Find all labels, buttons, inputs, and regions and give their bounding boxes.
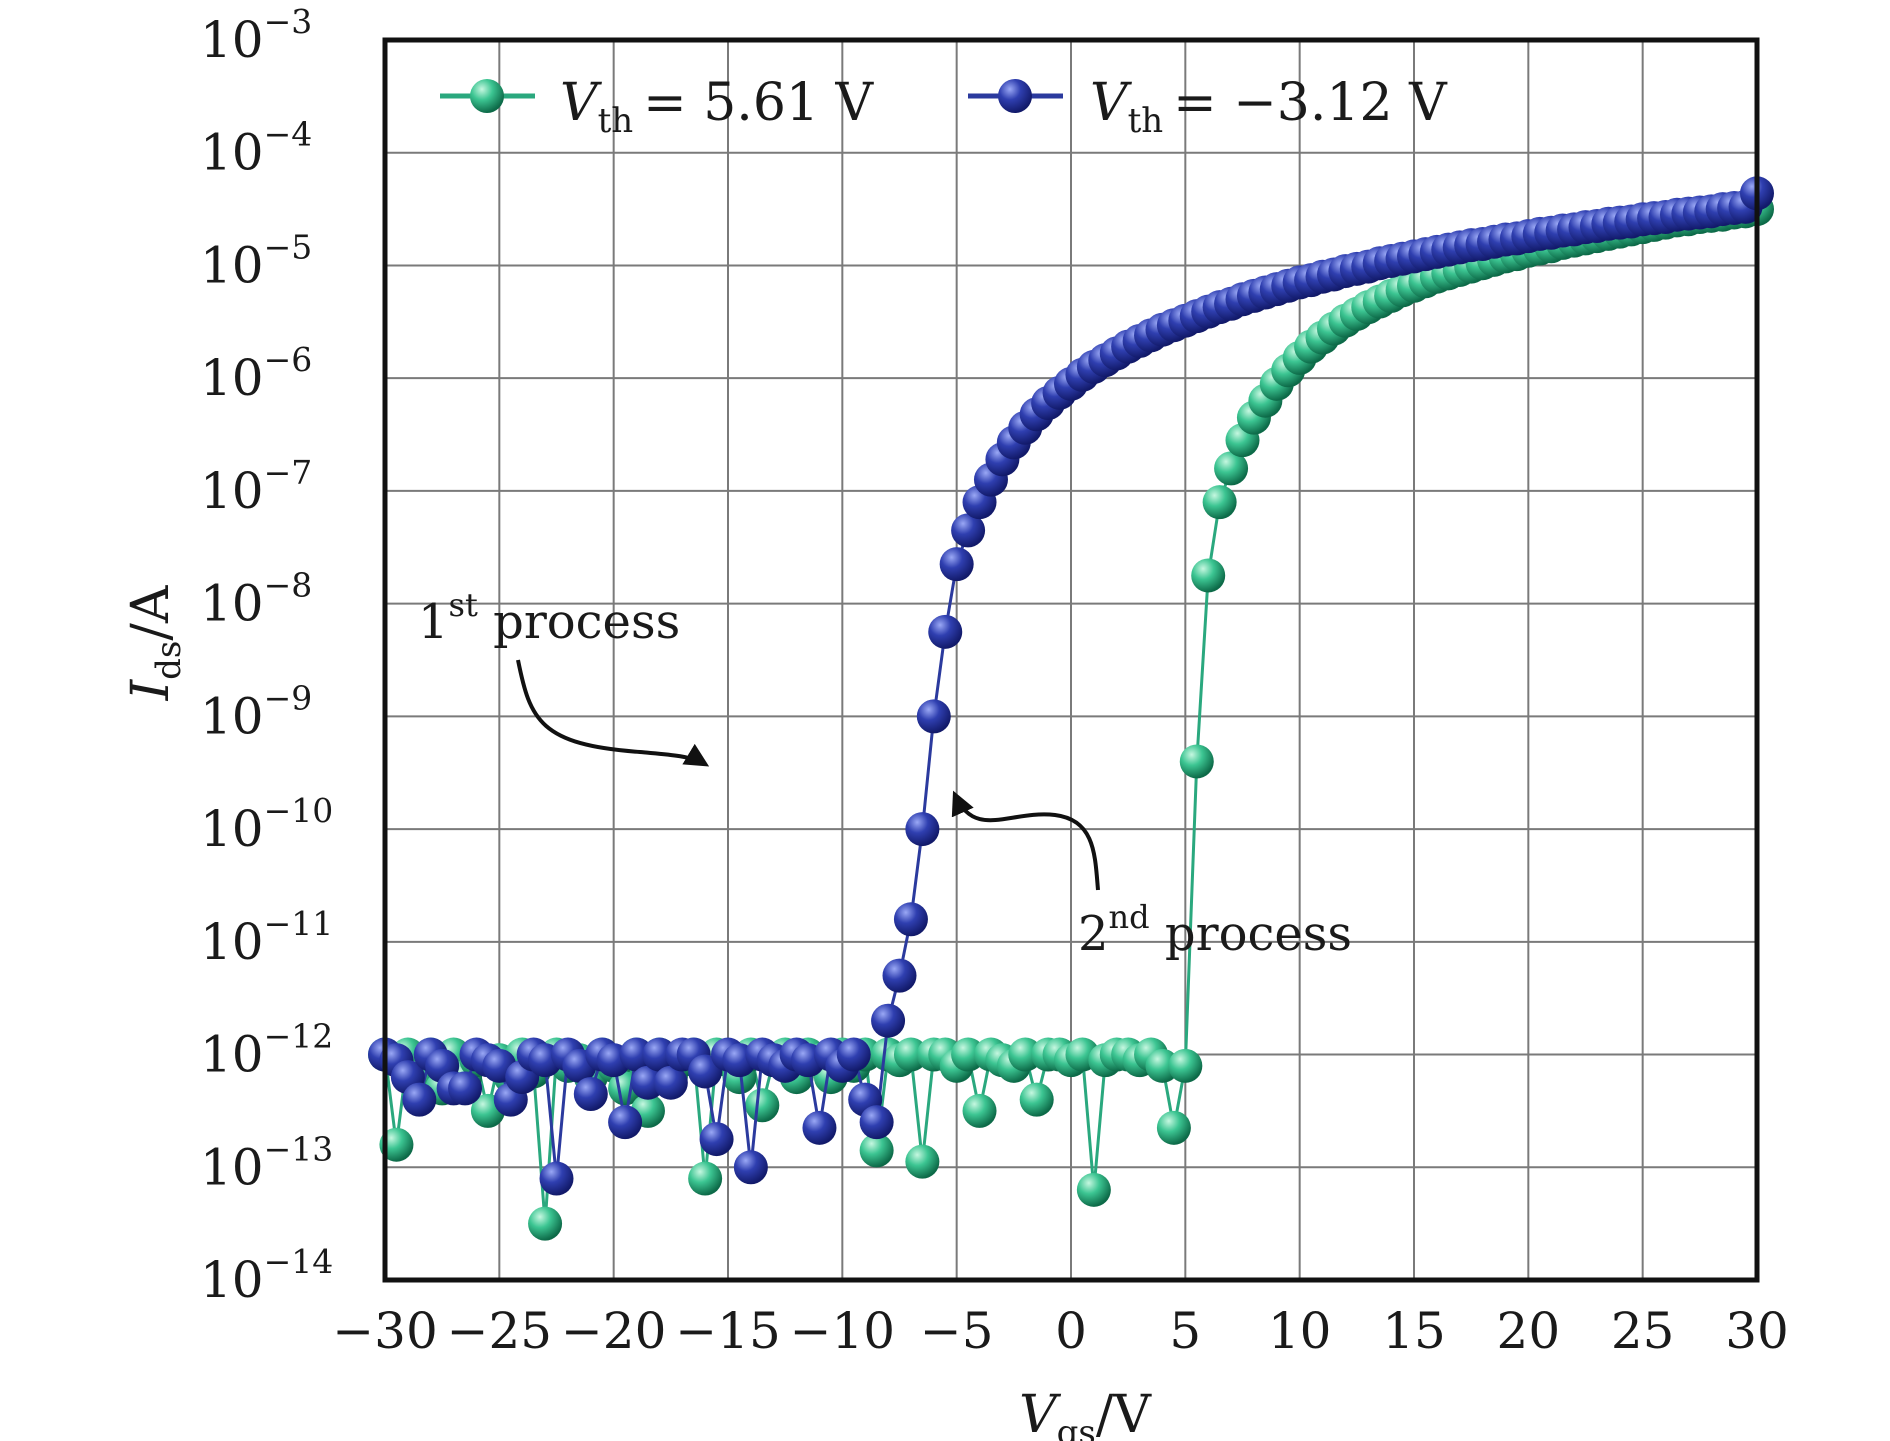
- x-tick-label: −30: [332, 1302, 438, 1360]
- legend-label-green: Vth = 5.61 V: [560, 73, 875, 141]
- x-tick-label: −10: [790, 1302, 896, 1360]
- data-point: [1156, 1110, 1191, 1145]
- data-point: [1202, 485, 1237, 520]
- x-tick-label: −5: [920, 1302, 994, 1360]
- data-point: [402, 1082, 437, 1117]
- data-point: [448, 1071, 483, 1106]
- data-point: [859, 1133, 894, 1168]
- plot-frame: [382, 37, 1760, 1283]
- x-tick-label: 5: [1169, 1302, 1201, 1360]
- y-tick-label: 10−11: [200, 904, 333, 971]
- data-point: [528, 1206, 563, 1241]
- annotation-first-process: 1st process: [418, 586, 680, 650]
- arrow-first-process: [516, 659, 710, 767]
- y-axis-label: Ids/A: [121, 584, 189, 701]
- data-point: [1179, 744, 1214, 779]
- y-tick-label: 10−9: [200, 678, 312, 745]
- data-point: [688, 1161, 723, 1196]
- y-axis-ticks: 10−14 10−13 10−12 10−11 10−10 10−9 10−8 10−7 10−…: [200, 2, 333, 1309]
- y-tick-label: 10−8: [200, 566, 312, 633]
- data-point: [699, 1122, 734, 1157]
- data-point: [928, 614, 963, 649]
- legend-label-blue: Vth = −3.12 V: [1090, 73, 1448, 141]
- data-point: [379, 1127, 414, 1162]
- x-tick-label: 25: [1611, 1302, 1675, 1360]
- data-point: [882, 958, 917, 993]
- y-tick-label: 10−12: [200, 1017, 333, 1084]
- data-point: [962, 1093, 997, 1128]
- x-tick-label: 15: [1382, 1302, 1446, 1360]
- x-axis-ticks: −30 −25 −20 −15 −10 −5 0 5 10 15 20 25 30: [332, 1302, 1789, 1360]
- data-point: [893, 902, 928, 937]
- x-tick-label: 30: [1725, 1302, 1789, 1360]
- series-1: [368, 176, 1774, 1196]
- data-point: [539, 1161, 574, 1196]
- legend-marker-blue: [998, 79, 1032, 113]
- data-point: [939, 547, 974, 582]
- x-tick-label: 0: [1055, 1302, 1087, 1360]
- y-tick-label: 10−5: [200, 227, 312, 294]
- x-axis-label: Vgs/V: [1019, 1385, 1152, 1441]
- data-point: [745, 1088, 780, 1123]
- data-point: [653, 1065, 688, 1100]
- data-point: [1019, 1082, 1054, 1117]
- annotation-second-process: 2nd process: [1078, 898, 1352, 962]
- legend-marker-green: [470, 79, 504, 113]
- x-tick-label: −20: [561, 1302, 667, 1360]
- data-point: [608, 1105, 643, 1140]
- data-point: [951, 513, 986, 548]
- data-point: [905, 1144, 940, 1179]
- data-point: [1191, 558, 1226, 593]
- x-tick-label: 20: [1497, 1302, 1561, 1360]
- y-tick-label: 10−6: [200, 340, 312, 407]
- y-tick-label: 10−14: [200, 1242, 333, 1309]
- data-point: [1168, 1048, 1203, 1083]
- data-point: [836, 1037, 871, 1072]
- arrow-second-process: [951, 790, 1100, 891]
- x-tick-label: −25: [447, 1302, 553, 1360]
- data-point: [733, 1150, 768, 1185]
- y-tick-label: 10−4: [200, 115, 312, 182]
- y-tick-label: 10−7: [200, 453, 312, 520]
- x-tick-label: −15: [675, 1302, 781, 1360]
- data-point: [905, 812, 940, 847]
- y-tick-label: 10−10: [200, 791, 333, 858]
- data-point: [802, 1110, 837, 1145]
- data-point: [871, 1003, 906, 1038]
- legend: Vth = 5.61 V Vth = −3.12 V: [440, 73, 1448, 141]
- data-point: [1076, 1172, 1111, 1207]
- data-point: [573, 1077, 608, 1111]
- series-layer: [368, 176, 1774, 1241]
- data-point: [1214, 451, 1249, 486]
- data-point: [916, 699, 951, 734]
- data-point: [859, 1105, 894, 1140]
- x-tick-label: 10: [1268, 1302, 1332, 1360]
- y-tick-label: 10−13: [200, 1129, 333, 1196]
- y-tick-label: 10−3: [200, 2, 312, 69]
